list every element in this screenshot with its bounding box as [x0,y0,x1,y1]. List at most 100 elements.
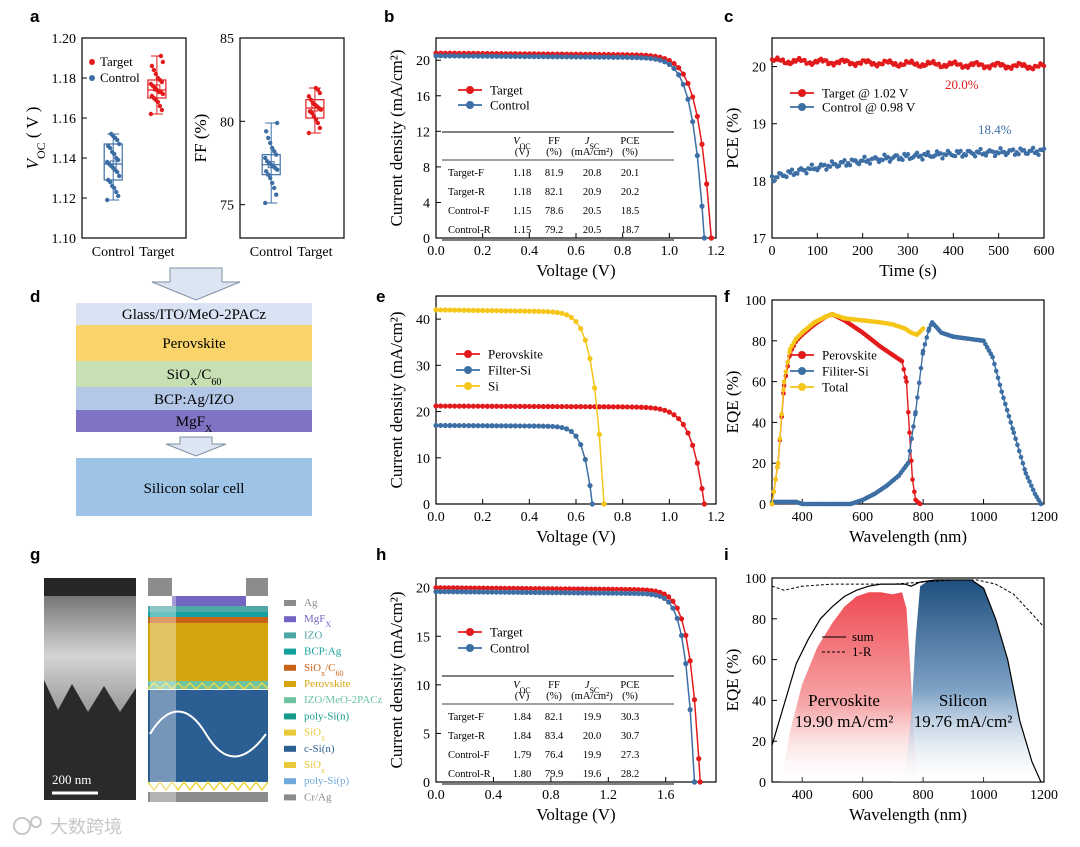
box-point [151,67,157,73]
legend-label: sum [852,629,874,644]
jv-point [568,428,574,435]
layer-label: SiOx [304,759,325,775]
jv-point [536,403,542,410]
eqe-point [775,464,780,470]
jv-point [601,54,607,60]
stability-point-control [998,146,1003,151]
jv-point [531,53,537,60]
jv-point [562,586,568,592]
jv-point [573,318,579,325]
jv-point [450,589,456,595]
jv-point [629,404,635,410]
eqe-point [915,395,920,400]
y-tick-label: 100 [745,572,766,587]
stability-point-control [1030,145,1036,151]
y-tick-label: 60 [752,654,766,669]
box-point [313,117,319,122]
stability-point-control [822,162,827,168]
jv-point [640,591,646,597]
eqe-point [783,369,789,375]
y-tick-label: 15 [416,630,430,645]
jv-point [498,308,504,314]
jv-point [456,422,462,429]
table-cell: Control-F [448,750,490,761]
jv-point [587,404,593,410]
box-point [106,143,111,149]
jv-point [480,53,486,59]
jv-point [554,54,560,60]
box-point [263,155,268,161]
jv-point [678,616,685,622]
table-header: VOC [513,136,531,151]
jv-point [545,54,551,60]
legend-marker [798,351,806,359]
table-header-unit: (%) [546,691,562,702]
jv-point [475,307,481,314]
x-tick-label: 800 [913,510,934,525]
jv-point [575,590,581,596]
x-tick-label: 0.6 [567,510,585,525]
plot-frame [771,299,1045,505]
table-header: VOC [513,680,531,695]
jv-point [638,404,644,410]
jv-point [466,53,472,59]
jv-point [437,589,443,595]
box-point [149,93,155,99]
jv-point [519,585,525,592]
eqe-point [1038,501,1044,507]
chart-eqe-i: 400 600 800 1000 1200 0 20 40 60 80 100 Wavelength … [723,572,1058,824]
jv-point [676,72,682,78]
table-cell: 18.5 [621,206,639,217]
jv-point [627,586,633,593]
table-cell: 20.9 [583,187,601,198]
jv-point [549,590,555,596]
stability-point-control [920,157,925,162]
jv-point [606,54,612,60]
jv-point [549,586,555,592]
x-tick-label: 1.6 [657,788,675,803]
x-tick-label: 300 [898,244,919,259]
layer-swatch [284,745,296,752]
jv-point [517,423,523,429]
y-tick-label: 75 [220,199,234,214]
layer-label: poly-Si(n) [304,710,350,722]
jv-point [564,312,570,318]
eqe-point [1004,407,1010,413]
jv-point [584,590,590,596]
jv-point [452,422,458,429]
down-arrow-bottom-icon [165,436,227,457]
layer-label: IZO [304,629,322,641]
jv-point [596,54,602,60]
x-axis-label: Voltage (V) [536,805,615,824]
jv-point [657,406,663,412]
table-cell: 82.1 [545,187,563,198]
jv-point [666,599,672,605]
jv-point [685,430,691,436]
x-tick-label: 0.6 [567,244,585,259]
y-tick-label: 20 [752,735,766,750]
jv-point [493,589,499,595]
panel-label-b: b [384,7,394,26]
box-point [110,149,115,155]
table-cell: 18.7 [621,225,639,236]
jv-point [573,433,579,439]
legend-marker [464,382,472,390]
table-cell: Control-R [448,225,491,236]
y-tick-label: 20 [752,61,766,76]
jv-point [662,59,668,65]
jv-point [442,585,448,591]
layer-label: c-Si(n) [304,743,335,755]
table-header: PCE [620,136,639,147]
x-tick-label: 0.4 [521,510,539,525]
jv-point [620,54,626,60]
jv-point [503,423,509,429]
eqe-point [1020,460,1026,466]
jv-point [634,404,640,410]
table-cell: 79.2 [545,225,563,236]
x-tick-label: 0.0 [427,788,445,803]
y-tick-label: 80 [752,613,766,628]
legend-marker [798,103,806,111]
eqe-point [777,436,783,442]
